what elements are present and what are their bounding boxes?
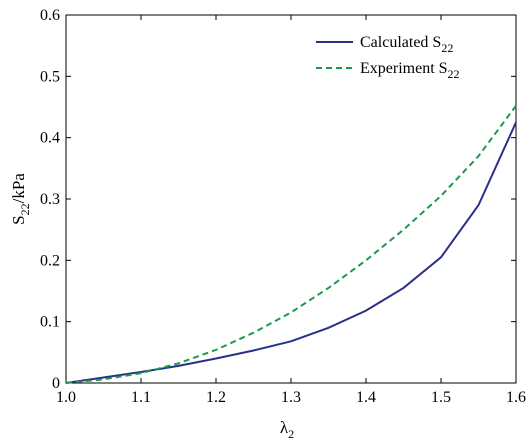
y-tick-label: 0.6 <box>40 7 60 24</box>
x-tick-label: 1.1 <box>131 389 151 406</box>
series-line-calculated <box>65 121 517 384</box>
x-tick-label: 1.2 <box>206 389 226 406</box>
series-layer <box>65 105 517 384</box>
legend: Calculated S22 Experiment S22 <box>316 34 460 81</box>
x-tick-label: 1.5 <box>431 389 451 406</box>
x-tick-label: 1.3 <box>281 389 301 406</box>
y-tick-label: 0.3 <box>40 191 60 208</box>
x-tick-label: 1.4 <box>356 389 376 406</box>
ticks: 1.0 1.1 1.2 1.3 1.4 1.5 1.6 0 0.1 0.2 0.3 0.4 0.5 0.6 <box>40 7 526 406</box>
x-tick-label: 1.6 <box>506 389 526 406</box>
y-tick-label: 0.5 <box>40 68 60 85</box>
x-axis-label: λ2 <box>280 418 294 439</box>
legend-label-experiment: Experiment S22 <box>360 60 460 81</box>
series-line-experiment <box>65 105 517 384</box>
y-tick-label: 0.4 <box>40 130 60 147</box>
y-axis-label: S22/kPa <box>9 173 32 225</box>
y-tick-label: 0 <box>52 375 60 392</box>
y-tick-label: 0.1 <box>40 314 60 331</box>
legend-label-calculated: Calculated S22 <box>360 34 453 55</box>
y-tick-label: 0.2 <box>40 252 60 269</box>
plot-area <box>65 14 517 384</box>
x-tick-label: 1.0 <box>56 389 76 406</box>
